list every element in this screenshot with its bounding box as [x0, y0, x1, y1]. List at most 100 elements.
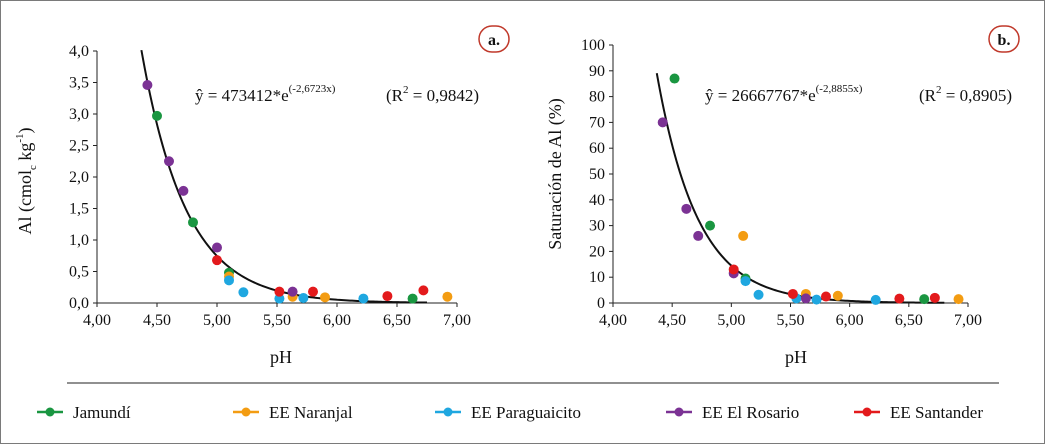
panel-b-equation: ŷ = 26667767*e(-2,8855x)	[705, 83, 863, 105]
panel-a-x-tick-label: 7,00	[443, 312, 471, 329]
panel-b-y-tick-label: 60	[589, 140, 605, 157]
legend-label-ee-el-rosario: EE El Rosario	[702, 403, 799, 422]
panel-a-point-ee-santander	[212, 255, 222, 266]
panel-a-ylabel-mid: kg	[15, 143, 35, 166]
panel-a-equation-exponent: (-2,6723x)	[289, 83, 336, 95]
panel-b-x-tick-label: 4,00	[599, 312, 627, 329]
panel-b: b. ŷ = 26667767*e(-2,8855x) (R2 = 0,8905…	[545, 25, 1020, 367]
panel-b-y-tick-label: 70	[589, 114, 605, 131]
panel-a-y-tick-label: 0,0	[69, 295, 89, 312]
legend-label-jamund-: Jamundí	[73, 403, 131, 422]
panel-b-point-ee-santander	[787, 288, 798, 299]
panel-a-r2-post: = 0,9842)	[409, 86, 480, 105]
panel-a-r2-pre: (R	[386, 86, 404, 105]
panel-a-point-ee-paraguaicito	[274, 293, 285, 304]
panel-b-r2-pre: (R	[919, 86, 937, 105]
panel-b-y-tick-label: 50	[589, 166, 605, 183]
panel-a-y-tick-label: 1,5	[69, 201, 89, 218]
panel-a-point-ee-santander	[382, 291, 393, 302]
panel-a-r2-sup: 2	[403, 84, 409, 96]
panel-b-r2: (R2 = 0,8905)	[919, 84, 1012, 105]
panel-a-x-tick-label: 4,00	[83, 312, 111, 329]
panel-a-point-ee-paraguaicito	[224, 275, 234, 286]
panel-b-point-ee-el-rosario	[681, 203, 692, 214]
panel-b-badge-label: b.	[998, 32, 1011, 49]
panel-a-y-tick-label: 1,0	[69, 232, 89, 249]
panel-b-point-jamund-	[669, 73, 680, 84]
panel-a-y-tick-label: 2,0	[69, 169, 89, 186]
panel-a-y-tick-label: 0,5	[69, 264, 89, 281]
panel-b-point-ee-paraguaicito	[870, 294, 881, 305]
panel-a-point-ee-naranjal	[320, 292, 330, 303]
panel-b-y-tick-label: 80	[589, 89, 605, 106]
panel-a-point-ee-el-rosario	[212, 242, 222, 253]
panel-b-x-axis-title: pH	[785, 347, 807, 367]
panel-a-y-tick-label: 3,5	[69, 75, 89, 92]
panel-a-y-tick-label: 2,5	[69, 138, 89, 155]
panel-b-y-tick-label: 20	[589, 243, 605, 260]
panel-a-point-ee-el-rosario	[287, 286, 298, 297]
panel-b-point-ee-el-rosario	[693, 230, 704, 241]
panel-b-r2-sup: 2	[936, 84, 942, 96]
panel-b-y-tick-label: 90	[589, 63, 605, 80]
panel-b-x-tick-label: 6,50	[895, 312, 923, 329]
panel-b-point-ee-santander	[894, 293, 905, 304]
panel-a-point-jamund-	[407, 293, 418, 304]
legend-label-ee-santander: EE Santander	[890, 403, 983, 422]
panel-a-y-tick-label: 4,0	[69, 43, 89, 60]
panel-b-point-ee-el-rosario	[800, 293, 811, 304]
panel-b-point-ee-naranjal	[953, 294, 964, 305]
panel-a-point-jamund-	[152, 110, 162, 121]
panel-a-x-tick-label: 4,50	[143, 312, 171, 329]
legend-marker-ee-el-rosario	[674, 407, 684, 417]
panel-a-x-tick-label: 6,50	[383, 312, 411, 329]
panel-b-point-ee-el-rosario	[657, 117, 668, 128]
legend-marker-ee-naranjal	[241, 407, 251, 417]
panel-a-ylabel-main: Al (cmol	[15, 170, 36, 235]
panel-b-point-jamund-	[705, 220, 716, 231]
legend-marker-ee-santander	[862, 407, 872, 417]
panel-b-fit-curve	[655, 73, 945, 304]
panel-b-badge	[988, 25, 1020, 53]
panel-a-y-axis-title: Al (cmolc kg-1)	[14, 127, 39, 234]
panel-b-y-tick-label: 0	[597, 295, 605, 312]
legend-marker-ee-paraguaicito	[443, 407, 453, 417]
panel-b-y-tick-label: 40	[589, 192, 605, 209]
panel-b-y-tick-label: 30	[589, 218, 605, 235]
panel-a-y-tick-label: 3,0	[69, 106, 89, 123]
panel-b-y-tick-label: 10	[589, 269, 605, 286]
panel-a-ylabel-sup: -1	[14, 133, 26, 142]
panel-b-point-ee-santander	[929, 292, 940, 303]
panel-a-equation: ŷ = 473412*e(-2,6723x)	[195, 83, 336, 105]
panel-a-r2: (R2 = 0,9842)	[386, 84, 479, 105]
panel-a-equation-main: ŷ = 473412*e	[195, 86, 289, 105]
panel-a-x-tick-label: 5,50	[263, 312, 291, 329]
legend-marker-jamund-	[45, 407, 55, 417]
panel-a: a. ŷ = 473412*e(-2,6723x) (R2 = 0,9842) …	[14, 25, 510, 367]
panel-a-point-ee-santander	[308, 286, 318, 297]
panel-b-x-tick-label: 7,00	[954, 312, 982, 329]
panel-b-point-ee-santander	[728, 264, 739, 275]
panel-b-point-ee-naranjal	[738, 230, 749, 241]
panel-b-point-ee-naranjal	[832, 290, 843, 301]
legend: Jamundí EE Naranjal EE Paraguaicito EE El R…	[37, 403, 983, 422]
panel-b-point-ee-paraguaicito	[753, 289, 764, 300]
panel-a-point-ee-paraguaicito	[298, 292, 309, 303]
panel-a-x-tick-label: 6,00	[323, 312, 351, 329]
panel-a-point-ee-santander	[274, 286, 285, 297]
panel-b-equation-exponent: (-2,8855x)	[816, 83, 863, 95]
panel-a-badge-label: a.	[488, 32, 500, 49]
panel-b-x-tick-label: 5,50	[777, 312, 805, 329]
panel-b-r2-post: = 0,8905)	[942, 86, 1013, 105]
legend-label-ee-paraguaicito: EE Paraguaicito	[471, 403, 581, 422]
panel-b-equation-main: ŷ = 26667767*e	[705, 86, 816, 105]
panel-b-y-tick-label: 100	[581, 37, 605, 54]
panel-a-ylabel-end: )	[15, 127, 36, 133]
panel-b-point-ee-santander	[821, 291, 831, 302]
panel-a-point-ee-el-rosario	[178, 185, 189, 196]
legend-label-ee-naranjal: EE Naranjal	[269, 403, 353, 422]
panel-b-y-axis-title: Saturación de Al (%)	[545, 98, 566, 249]
panel-a-point-ee-paraguaicito	[238, 287, 249, 298]
